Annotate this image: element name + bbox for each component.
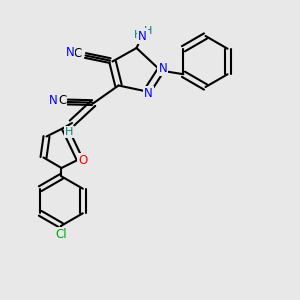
Text: N: N [138, 29, 147, 43]
Text: N: N [158, 61, 167, 75]
Text: H: H [65, 127, 73, 137]
Text: H: H [134, 29, 142, 40]
Text: N: N [65, 46, 74, 59]
Text: N: N [144, 87, 153, 101]
Text: N: N [49, 94, 58, 107]
Text: H: H [144, 26, 152, 37]
Text: O: O [79, 154, 88, 167]
Text: Cl: Cl [56, 228, 67, 241]
Text: C: C [58, 94, 66, 107]
Text: C: C [74, 46, 82, 60]
